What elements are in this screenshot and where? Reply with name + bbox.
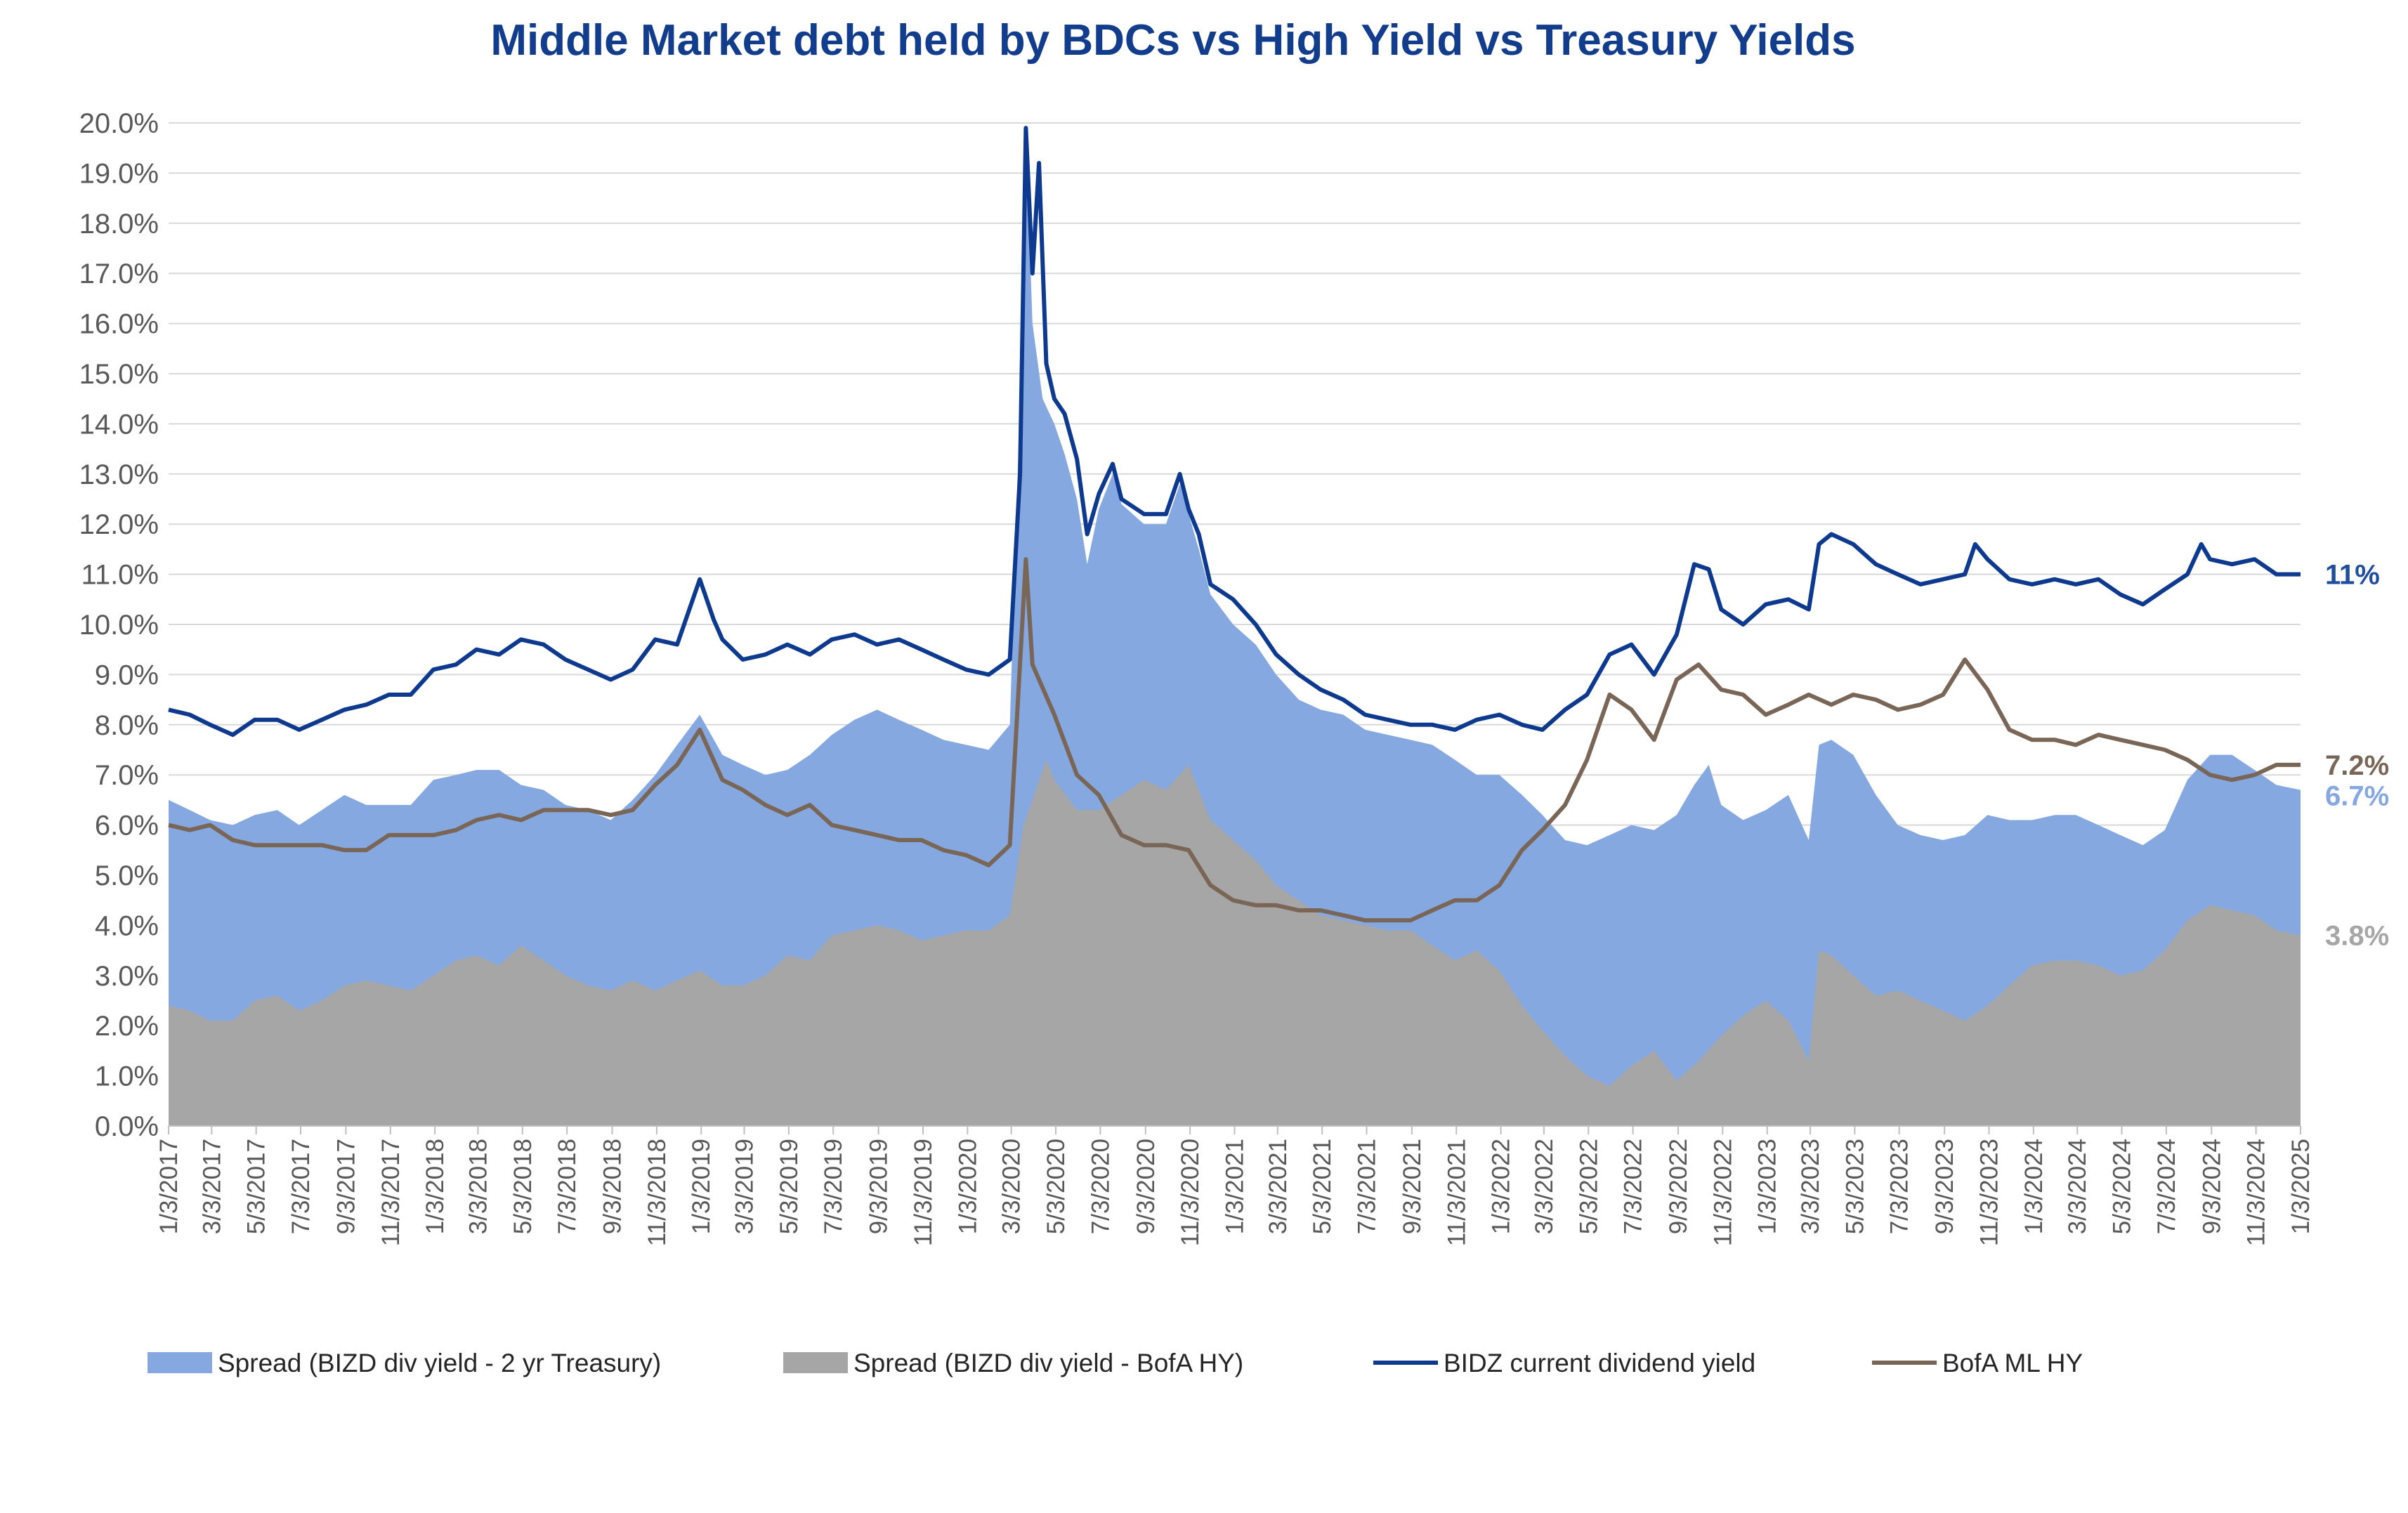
x-tick-label: 11/3/2022 — [1709, 1139, 1736, 1246]
y-tick-label: 20.0% — [79, 108, 159, 139]
x-tick-label: 11/3/2019 — [910, 1139, 937, 1246]
x-tick-label: 1/3/2022 — [1488, 1139, 1515, 1234]
y-tick-label: 14.0% — [79, 409, 159, 440]
x-tick-label: 11/3/2018 — [643, 1139, 671, 1246]
x-tick-label: 5/3/2021 — [1309, 1139, 1336, 1234]
x-tick-label: 9/3/2024 — [2198, 1139, 2225, 1234]
end-label: 3.8% — [2325, 921, 2389, 952]
legend-swatch — [148, 1352, 212, 1373]
line-bidz-current-dividend-yield — [168, 126, 2301, 738]
x-tick-label: 3/3/2024 — [2064, 1139, 2091, 1234]
x-tick-label: 11/3/2023 — [1975, 1139, 2003, 1246]
legend-label: Spread (BIZD div yield - 2 yr Treasury) — [218, 1349, 661, 1377]
y-tick-label: 7.0% — [95, 760, 159, 791]
x-tick-label: 9/3/2018 — [599, 1139, 627, 1234]
x-tick-label: 9/3/2023 — [1931, 1139, 1958, 1234]
x-tick-label: 7/3/2019 — [820, 1139, 847, 1234]
x-tick-label: 11/3/2024 — [2243, 1139, 2270, 1246]
x-tick-label: 1/3/2018 — [421, 1139, 449, 1234]
x-tick-label: 7/3/2022 — [1620, 1139, 1647, 1234]
y-tick-label: 19.0% — [79, 158, 159, 189]
x-tick-label: 3/3/2018 — [464, 1139, 492, 1234]
x-tick-label: 5/3/2024 — [2109, 1139, 2136, 1234]
legend-swatch — [783, 1352, 848, 1373]
x-tick-label: 1/3/2025 — [2287, 1139, 2315, 1234]
x-tick-label: 9/3/2021 — [1399, 1139, 1426, 1234]
x-tick-label: 5/3/2022 — [1575, 1139, 1602, 1234]
chart-title: Middle Market debt held by BDCs vs High … — [490, 16, 1856, 65]
x-tick-label: 5/3/2023 — [1841, 1139, 1869, 1234]
x-tick-label: 7/3/2024 — [2153, 1139, 2180, 1234]
area-spread-bizd-div-yield-2-yr-treasury- — [169, 133, 2301, 1126]
x-tick-label: 1/3/2020 — [954, 1139, 981, 1234]
x-tick-label: 3/3/2021 — [1264, 1139, 1292, 1234]
y-tick-label: 18.0% — [79, 209, 159, 240]
x-tick-label: 7/3/2020 — [1087, 1139, 1114, 1234]
y-tick-label: 11.0% — [81, 560, 159, 591]
end-labels: 11% 7.2%6.7% 3.8% — [2325, 560, 2389, 952]
legend-label: BofA ML HY — [1942, 1349, 2083, 1377]
x-tick-label: 3/3/2017 — [198, 1139, 225, 1234]
y-tick-label: 16.0% — [79, 309, 159, 340]
x-tick-label: 1/3/2024 — [2020, 1139, 2048, 1234]
x-tick-label: 3/3/2020 — [998, 1139, 1026, 1234]
y-tick-label: 4.0% — [95, 910, 159, 941]
y-tick-label: 10.0% — [79, 610, 159, 641]
x-tick-label: 5/3/2019 — [776, 1139, 803, 1234]
end-label: 11% — [2325, 560, 2380, 591]
x-tick-label: 1/3/2021 — [1222, 1139, 1249, 1234]
y-tick-label: 9.0% — [95, 660, 159, 690]
y-tick-label: 17.0% — [79, 258, 159, 289]
y-tick-label: 6.0% — [95, 811, 159, 841]
x-tick-label: 11/3/2017 — [377, 1139, 405, 1246]
area-spread-bizd-div-yield-bofa-hy- — [169, 759, 2301, 1126]
x-tick-label: 11/3/2021 — [1443, 1139, 1470, 1246]
x-tick-label: 3/3/2022 — [1531, 1139, 1558, 1234]
x-tick-label: 1/3/2019 — [688, 1139, 715, 1234]
x-tick-label: 9/3/2017 — [332, 1139, 360, 1234]
y-tick-label: 5.0% — [95, 860, 159, 891]
x-tick-label: 9/3/2019 — [865, 1139, 893, 1234]
x-tick-label: 3/3/2019 — [731, 1139, 759, 1234]
y-tick-label: 1.0% — [95, 1061, 159, 1092]
y-tick-label: 0.0% — [95, 1111, 159, 1142]
x-tick-label: 7/3/2017 — [287, 1139, 315, 1234]
x-tick-label: 5/3/2018 — [509, 1139, 537, 1234]
line-series — [168, 126, 2301, 923]
x-tick-label: 3/3/2023 — [1797, 1139, 1824, 1234]
y-tick-label: 8.0% — [95, 710, 159, 741]
y-tick-label: 3.0% — [95, 961, 159, 992]
area-series — [169, 133, 2301, 1126]
y-tick-label: 2.0% — [95, 1011, 159, 1042]
end-label: 7.2% — [2325, 750, 2389, 781]
x-tick-label: 11/3/2020 — [1177, 1139, 1204, 1246]
line-bofa-ml-hy — [168, 557, 2301, 923]
y-tick-label: 15.0% — [79, 359, 159, 390]
x-tick-label: 7/3/2021 — [1353, 1139, 1380, 1234]
legend-label: BIDZ current dividend yield — [1444, 1349, 1755, 1377]
end-label: 6.7% — [2325, 781, 2389, 812]
x-tick-label: 5/3/2020 — [1042, 1139, 1070, 1234]
x-tick-label: 1/3/2023 — [1754, 1139, 1781, 1234]
x-tick-label: 9/3/2020 — [1132, 1139, 1160, 1234]
legend-label: Spread (BIZD div yield - BofA HY) — [853, 1349, 1243, 1377]
axes: 0.0% 1.0% 2.0% 3.0% 4.0% 5.0% 6.0% 7.0% 8.0% 9.0%… — [79, 108, 2315, 1246]
y-tick-label: 12.0% — [79, 509, 159, 540]
x-tick-label: 1/3/2017 — [155, 1139, 183, 1234]
x-tick-label: 7/3/2018 — [554, 1139, 581, 1234]
y-tick-label: 13.0% — [79, 459, 159, 490]
x-tick-label: 7/3/2023 — [1886, 1139, 1913, 1234]
x-tick-label: 9/3/2022 — [1665, 1139, 1692, 1234]
x-tick-label: 5/3/2017 — [243, 1139, 270, 1234]
legend: Spread (BIZD div yield - 2 yr Treasury) S… — [148, 1349, 2083, 1377]
